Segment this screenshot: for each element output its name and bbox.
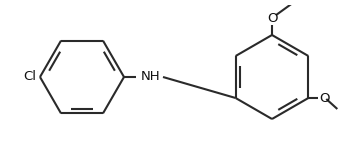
Text: NH: NH [141, 71, 161, 84]
Text: Cl: Cl [23, 71, 36, 84]
Text: O: O [319, 91, 330, 104]
Text: O: O [267, 12, 277, 25]
